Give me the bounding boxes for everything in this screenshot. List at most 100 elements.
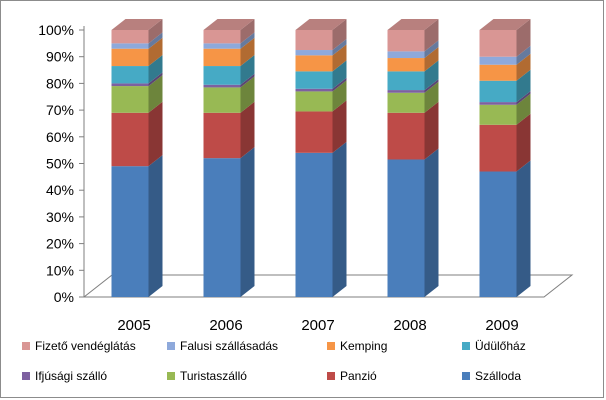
- bar-segment-side: [516, 93, 531, 125]
- bar-segment: [295, 111, 333, 153]
- bar-segment-side: [424, 19, 439, 52]
- bar-top: [295, 19, 347, 30]
- x-tick-label: 2005: [117, 317, 150, 334]
- bar-segment: [111, 43, 149, 49]
- bar-segment-side: [332, 80, 347, 112]
- y-tick-label: 0%: [54, 289, 74, 305]
- bar-segment: [203, 87, 241, 113]
- bar-segment-side: [148, 55, 163, 84]
- bar-segment-side: [240, 37, 255, 67]
- bar-segment-side: [424, 81, 439, 113]
- bar-segment-side: [332, 77, 347, 92]
- bar-segment-side: [332, 44, 347, 72]
- bar-top: [387, 19, 439, 30]
- y-tick-label: 10%: [46, 262, 74, 278]
- bar-segment-side: [424, 47, 439, 72]
- bar-segment: [387, 51, 425, 59]
- bar-segment: [295, 152, 333, 297]
- bar-segment-side: [148, 155, 163, 297]
- bar-segment: [111, 30, 149, 44]
- y-tick-label: 100%: [38, 22, 74, 38]
- bar-segment: [387, 30, 425, 52]
- y-tick-label: 90%: [46, 49, 74, 65]
- bar-segment: [203, 30, 241, 44]
- bar-segment-side: [424, 101, 439, 160]
- bar-segment-side: [332, 100, 347, 153]
- bar-segment-side: [240, 19, 255, 44]
- y-tick-label: 30%: [46, 209, 74, 225]
- bar-segment: [203, 112, 241, 159]
- y-tick-label: 70%: [46, 102, 74, 118]
- bar-segment: [203, 48, 241, 67]
- bar-top: [203, 19, 255, 30]
- bar-segment-side: [240, 55, 255, 85]
- bar-segment-side: [516, 160, 531, 297]
- bar-segment: [111, 86, 149, 113]
- bar-segment-side: [240, 147, 255, 297]
- bar-segment: [387, 159, 425, 297]
- bar-segment-side: [148, 32, 163, 49]
- bar-segment-side: [516, 69, 531, 103]
- bar-segment-side: [516, 91, 531, 105]
- bar-segment: [295, 91, 333, 112]
- y-tick-label: 50%: [46, 156, 74, 172]
- bar-segment-side: [516, 45, 531, 65]
- bar-segment: [479, 64, 517, 81]
- bar-top: [479, 19, 531, 30]
- bar-segment-side: [332, 39, 347, 56]
- bar-segment: [111, 112, 149, 167]
- bar-segment-side: [332, 141, 347, 297]
- bar-segment: [387, 58, 425, 72]
- bar-segment: [387, 90, 425, 93]
- bar-segment-side: [240, 73, 255, 88]
- bar-segment-side: [148, 19, 163, 44]
- bar-segment: [387, 71, 425, 91]
- bar-segment: [111, 83, 149, 87]
- bar-segment: [111, 66, 149, 84]
- bar-segment-side: [516, 53, 531, 81]
- bar-segment-side: [240, 32, 255, 49]
- bar-segment: [479, 102, 517, 105]
- bar-segment-side: [424, 148, 439, 297]
- bar-segment-side: [424, 40, 439, 59]
- bar-segment: [203, 66, 241, 85]
- bar-segment: [479, 124, 517, 172]
- x-tick-label: 2008: [393, 317, 426, 334]
- bar-segment-side: [516, 19, 531, 57]
- bar-segment: [387, 112, 425, 160]
- bar-segment-side: [240, 101, 255, 159]
- bar-top: [111, 19, 163, 30]
- x-tick-label: 2006: [209, 317, 242, 334]
- bar-segment-side: [240, 76, 255, 113]
- y-tick-label: 40%: [46, 182, 74, 198]
- bar-segment-side: [148, 72, 163, 87]
- bar-segment: [479, 104, 517, 125]
- bar-segment-side: [332, 19, 347, 51]
- bar-segment: [295, 88, 333, 92]
- bar-segment: [111, 166, 149, 297]
- bar-segment: [387, 92, 425, 113]
- bar-segment: [111, 48, 149, 67]
- bar-segment: [479, 80, 517, 103]
- bar-segment: [479, 30, 517, 57]
- bar-segment: [295, 30, 333, 51]
- bar-segment: [479, 171, 517, 297]
- x-tick-label: 2007: [301, 317, 334, 334]
- bar-segment: [295, 50, 333, 56]
- bar-segment: [295, 55, 333, 72]
- x-tick-label: 2009: [485, 317, 518, 334]
- bar-segment-side: [516, 113, 531, 172]
- bar-segment-side: [332, 60, 347, 89]
- bar-segment-side: [424, 79, 439, 93]
- bar-segment: [203, 84, 241, 88]
- bar-segment-side: [148, 37, 163, 67]
- y-tick-label: 20%: [46, 236, 74, 252]
- y-tick-label: 60%: [46, 129, 74, 145]
- bar-segment: [295, 71, 333, 89]
- bar-segment-side: [148, 75, 163, 113]
- y-tick-label: 80%: [46, 75, 74, 91]
- bar-segment: [479, 56, 517, 65]
- bar-segment: [203, 158, 241, 297]
- bar-segment: [203, 43, 241, 49]
